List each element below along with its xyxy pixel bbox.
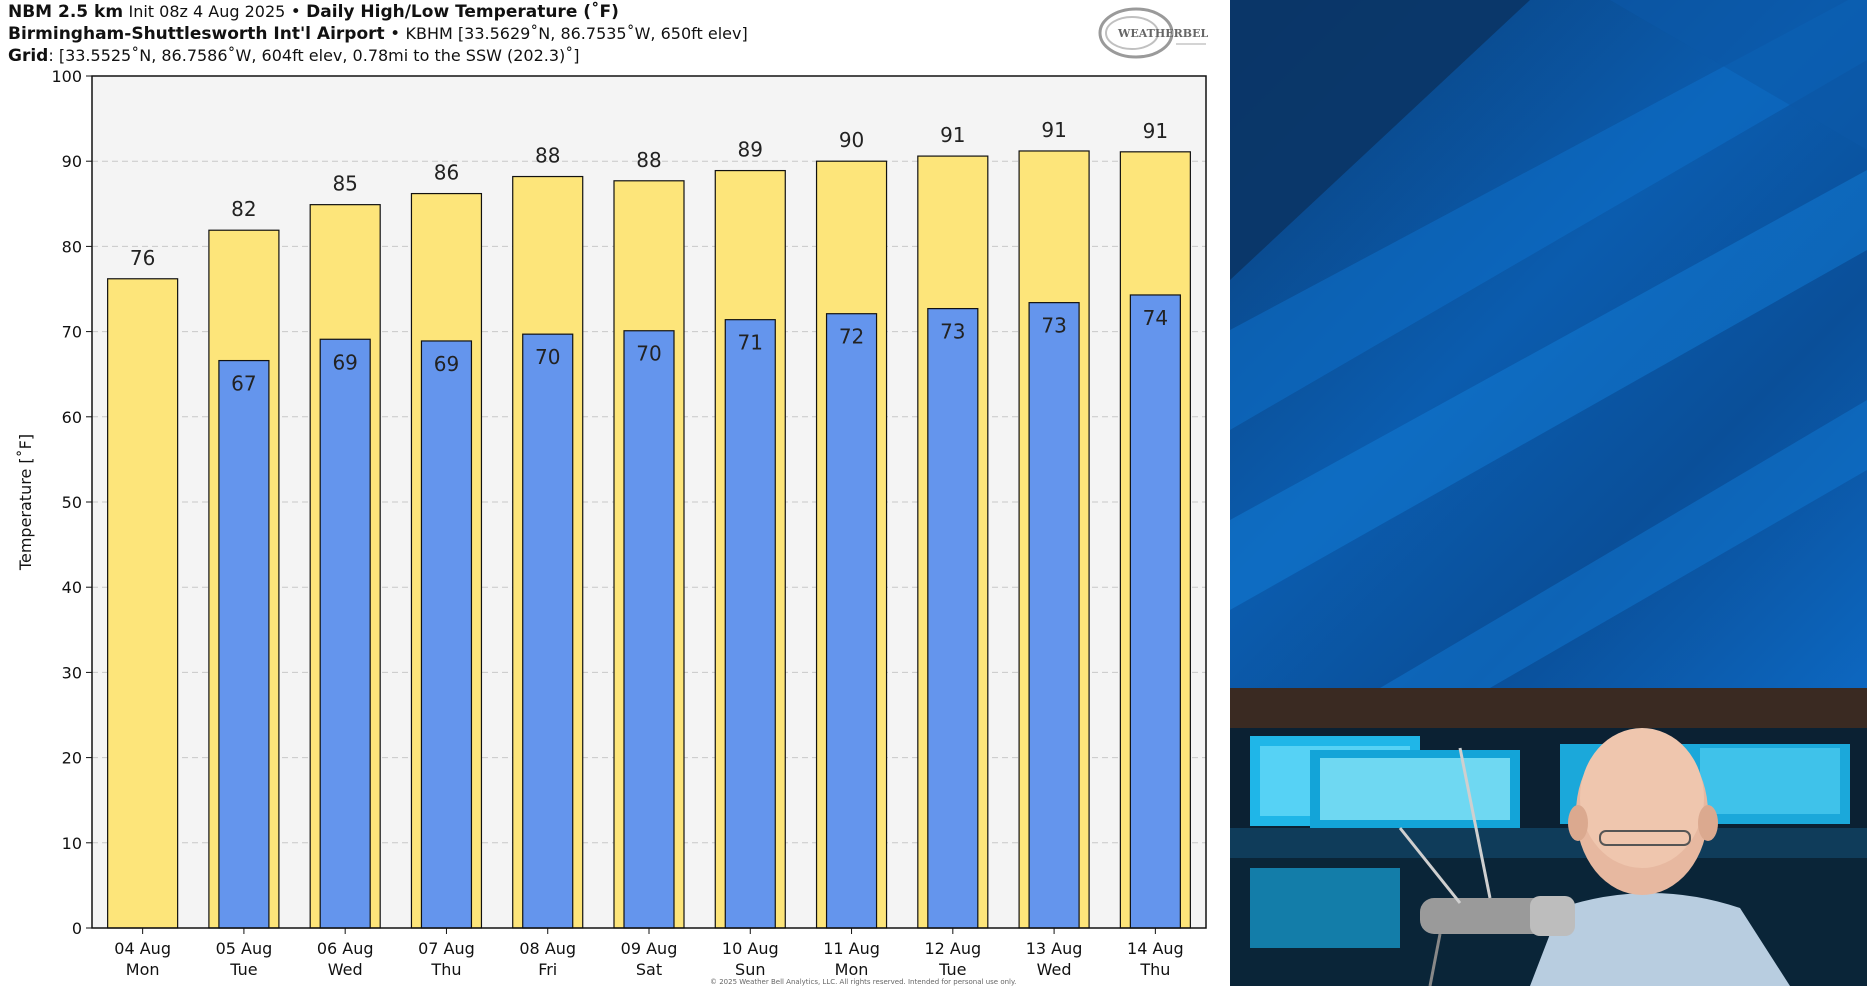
presenter-video (1230, 688, 1867, 986)
x-tick-day: Tue (229, 960, 257, 979)
high-temp-label: 85 (332, 172, 357, 196)
high-temp-label: 91 (1041, 118, 1066, 142)
temperature-bar-chart: 0 10 20 30 40 50 60 70 80 90 100 04 Aug Mon 05 Aug Tu… (16, 67, 1207, 979)
low-temp-bar (1129, 294, 1181, 929)
x-tick-day: Wed (328, 960, 363, 979)
low-temp-bar (825, 313, 878, 929)
high-temp-label: 91 (940, 123, 965, 147)
init-time: Init 08z 4 Aug 2025 (128, 2, 286, 21)
y-tick-label: 50 (62, 493, 82, 512)
high-temp-label: 82 (231, 197, 256, 221)
high-temp-label: 89 (738, 138, 763, 162)
model-name: NBM 2.5 km (8, 2, 124, 22)
separator: • (390, 24, 401, 44)
high-temp-label: 90 (839, 128, 864, 152)
station-info: KBHM [33.5629˚N, 86.7535˚W, 650ft elev] (405, 24, 748, 43)
grid-label: Grid (8, 46, 49, 66)
y-tick-label: 100 (51, 67, 82, 86)
x-tick-day: Sun (735, 960, 765, 979)
y-tick-label: 60 (62, 408, 82, 427)
x-tick-day: Fri (538, 960, 557, 979)
x-tick-day: Sat (636, 960, 662, 979)
x-tick-date: 06 Aug (317, 939, 374, 958)
x-tick-date: 08 Aug (519, 939, 576, 958)
low-temp-label: 70 (636, 342, 661, 366)
high-temp-label: 88 (636, 148, 661, 172)
product-title: Daily High/Low Temperature (˚F) (306, 2, 619, 22)
low-temp-bar (218, 359, 270, 929)
copyright-text: © 2025 Weather Bell Analytics, LLC. All … (710, 978, 1017, 986)
low-temp-bar (420, 340, 473, 929)
x-tick-date: 09 Aug (621, 939, 678, 958)
background-graphic (1230, 0, 1867, 688)
y-tick-label: 20 (62, 749, 82, 768)
high-temp-label: 88 (535, 144, 560, 168)
header-line-3: Grid: [33.5525˚N, 86.7586˚W, 604ft elev,… (8, 46, 580, 66)
low-temp-label: 70 (535, 345, 560, 369)
low-temp-bar (724, 319, 776, 929)
x-tick-date: 14 Aug (1127, 939, 1184, 958)
low-temp-bar (1028, 302, 1080, 929)
chart-panel: NBM 2.5 km Init 08z 4 Aug 2025 • Daily H… (8, 2, 1217, 986)
low-temp-label: 73 (1041, 314, 1066, 338)
x-tick-date: 10 Aug (722, 939, 779, 958)
high-temp-bar (107, 278, 179, 929)
x-tick-day: Wed (1037, 960, 1072, 979)
x-tick-date: 05 Aug (216, 939, 273, 958)
low-temp-label: 69 (332, 350, 357, 374)
x-tick-day: Thu (430, 960, 461, 979)
x-tick-day: Thu (1139, 960, 1170, 979)
y-tick-label: 10 (62, 834, 82, 853)
y-tick-label: 40 (62, 578, 82, 597)
x-tick-date: 13 Aug (1026, 939, 1083, 958)
weatherbell-logo: WEATHERBELL (1096, 4, 1216, 62)
x-tick-date: 12 Aug (924, 939, 981, 958)
high-temp-label: 91 (1143, 119, 1168, 143)
high-temp-label: 76 (130, 246, 155, 270)
low-temp-label: 69 (434, 352, 459, 376)
high-temp-label: 86 (434, 161, 459, 185)
low-temp-label: 72 (839, 325, 864, 349)
low-temp-bar (927, 307, 979, 929)
x-tick-day: Tue (938, 960, 966, 979)
grid-info: : [33.5525˚N, 86.7586˚W, 604ft elev, 0.7… (48, 46, 580, 65)
separator: • (290, 2, 301, 22)
x-tick-date: 11 Aug (823, 939, 880, 958)
x-tick-date: 04 Aug (114, 939, 171, 958)
logo-text: WEATHERBELL (1117, 27, 1208, 40)
low-temp-bar (522, 333, 574, 929)
y-tick-label: 80 (62, 237, 82, 256)
x-tick-date: 07 Aug (418, 939, 475, 958)
low-temp-label: 73 (940, 320, 965, 344)
header-line-1: NBM 2.5 km Init 08z 4 Aug 2025 • Daily H… (8, 2, 619, 22)
y-tick-label: 70 (62, 323, 82, 342)
y-tick-label: 90 (62, 152, 82, 171)
y-tick-label: 0 (72, 919, 82, 938)
low-temp-bar (623, 330, 675, 929)
x-tick-day: Mon (126, 960, 160, 979)
station-name: Birmingham-Shuttlesworth Int'l Airport (8, 24, 385, 44)
y-axis-label: Temperature [˚F] (16, 434, 35, 571)
low-temp-label: 71 (738, 331, 763, 355)
low-temp-label: 67 (231, 372, 256, 396)
header-line-2: Birmingham-Shuttlesworth Int'l Airport •… (8, 24, 748, 44)
low-temp-bar (319, 338, 371, 929)
x-tick-day: Mon (835, 960, 869, 979)
y-tick-label: 30 (62, 663, 82, 682)
low-temp-label: 74 (1143, 306, 1168, 330)
